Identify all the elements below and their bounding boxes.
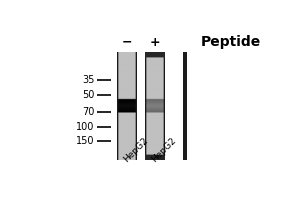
Text: −: − [122,36,132,49]
Bar [118,52,136,159]
Text: 70: 70 [82,107,94,117]
Bar [137,52,145,160]
Text: 100: 100 [76,122,94,132]
Text: HepG2: HepG2 [150,136,178,164]
Text: 50: 50 [82,90,94,100]
Text: +: + [150,36,160,49]
Text: 150: 150 [76,136,94,146]
Text: Peptide: Peptide [200,35,261,49]
Text: 35: 35 [82,75,94,85]
Text: HepG2: HepG2 [122,136,150,164]
Bar [117,52,137,160]
Bar [183,52,187,160]
